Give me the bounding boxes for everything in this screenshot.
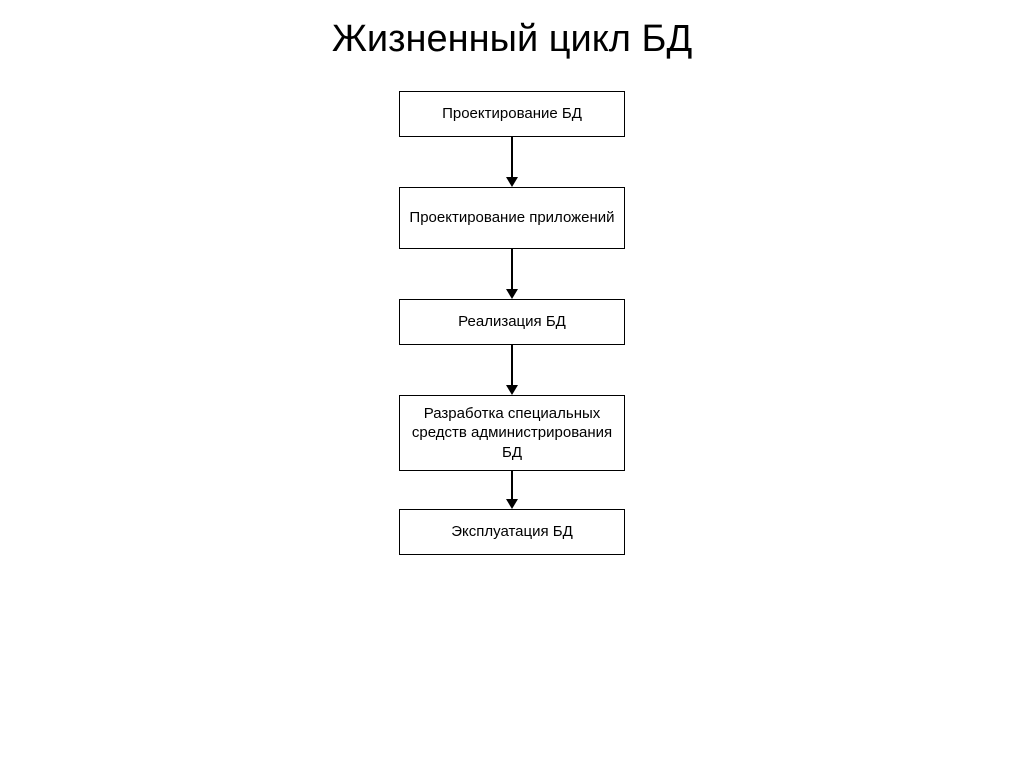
arrow-line [511,249,513,289]
flowchart-node: Эксплуатация БД [399,509,625,555]
flowchart-node: Проектирование БД [399,91,625,137]
arrow-head-icon [506,177,518,187]
flowchart-node: Проектирование приложений [399,187,625,249]
arrow-head-icon [506,385,518,395]
flowchart-node: Разработка специальных средств администр… [399,395,625,471]
arrow-line [511,471,513,499]
arrow-line [511,137,513,177]
flowchart-arrow [506,137,518,187]
flowchart-arrow [506,345,518,395]
flowchart-container: Проектирование БД Проектирование приложе… [399,91,625,555]
arrow-head-icon [506,289,518,299]
arrow-head-icon [506,499,518,509]
arrow-line [511,345,513,385]
page-title: Жизненный цикл БД [332,18,692,61]
flowchart-node: Реализация БД [399,299,625,345]
flowchart-arrow [506,249,518,299]
flowchart-arrow [506,471,518,509]
